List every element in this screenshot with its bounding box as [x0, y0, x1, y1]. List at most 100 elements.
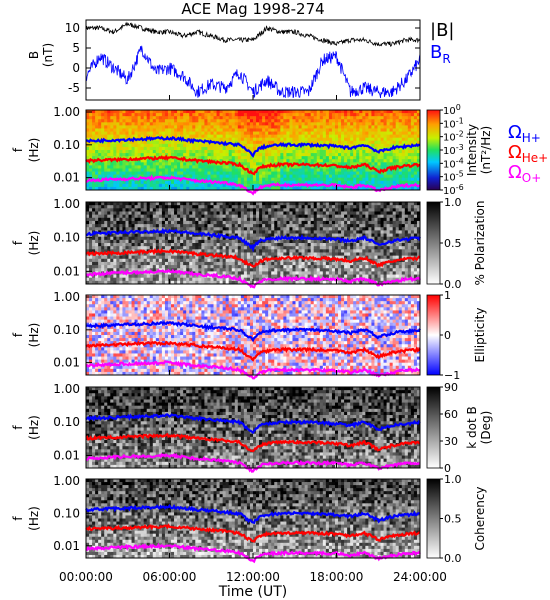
- legend-subscript: R: [442, 52, 450, 66]
- y-tick-label: 1.00: [53, 197, 80, 211]
- y-tick-label: 0.10: [53, 506, 80, 520]
- y-tick-label: 1.00: [53, 105, 80, 119]
- colorbar-tick-exponent: 0: [456, 103, 461, 112]
- colorbar-tick-label: 100: [443, 103, 461, 117]
- y-axis-label: (Hz): [27, 323, 41, 348]
- gyrofrequency-line-o-plus: [85, 360, 421, 380]
- colorbar-tick-label: 10-3: [443, 143, 464, 157]
- y-tick-label: 0.01: [53, 171, 80, 185]
- gyrofrequency-line-h-plus: [85, 135, 421, 158]
- legend-b-r: BR: [430, 42, 451, 66]
- gyrofrequency-line-he-plus: [85, 247, 421, 268]
- y-axis-label: f: [11, 516, 25, 521]
- panel-k-dot-b: 1.00 0.10 0.01 f (Hz) 90 60 30 0 k dot B (Deg): [11, 381, 493, 475]
- spectrogram-cells: [86, 387, 421, 469]
- gyrofrequency-line-o-plus: [86, 268, 421, 289]
- y-axis-label: (Hz): [27, 415, 41, 440]
- series-line-b-r: [85, 45, 421, 99]
- y-tick-label: 5: [72, 41, 80, 55]
- y-tick-label: 1.00: [53, 474, 80, 488]
- gyrofrequency-line-h-plus: [85, 320, 421, 343]
- y-axis-label: B: [27, 51, 41, 59]
- colorbar-label: (Deg): [479, 411, 493, 445]
- panel-coherency: 1.00 0.10 0.01 f (Hz) 1.0 0.5 0.0 Coherency: [11, 473, 487, 565]
- x-tick-label: 24:00:00: [393, 570, 447, 584]
- gyrofrequency-line-o-plus: [85, 452, 421, 473]
- colorbar-tick-exponent: -6: [456, 183, 464, 192]
- y-tick-label: 0.10: [53, 415, 80, 429]
- y-tick-label: 0.10: [53, 323, 80, 337]
- colorbar-tick-label: 0.5: [444, 237, 462, 250]
- y-tick-label: 0.01: [53, 264, 80, 278]
- y-axis-label: f: [11, 147, 25, 152]
- colorbar: [426, 294, 441, 376]
- colorbar-tick-label: 1.0: [444, 473, 462, 486]
- colorbar-tick-label: 10-2: [443, 130, 464, 144]
- colorbar: [426, 109, 441, 191]
- colorbar-tick-exponent: -5: [456, 170, 464, 179]
- y-tick-label: -5: [68, 81, 80, 95]
- y-axis-label: (nT): [41, 43, 55, 67]
- gyrofrequency-line-he-plus: [85, 523, 421, 543]
- panel-ellipticity: 1.00 0.10 0.01 f (Hz) 1 0 −1 Ellipticity: [11, 289, 487, 382]
- colorbar-label: Ellipticity: [473, 308, 487, 363]
- colorbar-tick-label: 10-1: [443, 116, 464, 130]
- colorbar-tick-label: 10-5: [443, 170, 464, 184]
- panel-polarization: 1.00 0.10 0.01 f (Hz) 1.0 0.5 0.0 % Polarization: [11, 196, 487, 291]
- y-axis-label: f: [11, 425, 25, 430]
- legend-b-total: |B|: [430, 20, 454, 41]
- y-axis-label: (Hz): [27, 506, 41, 531]
- colorbar-label: % Polarization: [473, 201, 487, 286]
- time-axis: 00:00:00 06:00:00 12:00:00 18:00:00 24:00:00: [59, 570, 447, 584]
- gyrofrequency-line-o-plus: [86, 542, 421, 564]
- y-tick-label: 0.01: [53, 539, 80, 553]
- y-tick-label: 0.01: [53, 448, 80, 462]
- y-axis-label: (Hz): [27, 138, 41, 163]
- colorbar-tick-label: 30: [444, 435, 458, 448]
- y-tick-label: 0.10: [53, 231, 80, 245]
- gyrofrequency-line-h-plus: [86, 227, 421, 253]
- colorbar-tick-label: 60: [444, 408, 458, 421]
- colorbar-label: (nT²/Hz): [479, 126, 493, 174]
- y-tick-label: 10: [65, 21, 80, 35]
- colorbar-tick-label: 1.0: [444, 196, 462, 209]
- time-axis-label: Time (UT): [218, 584, 287, 600]
- y-tick-label: 0: [72, 61, 80, 75]
- x-tick-label: 06:00:00: [143, 570, 197, 584]
- gyrofrequency-line-h-plus: [85, 413, 421, 435]
- y-tick-label: 0.01: [53, 356, 80, 370]
- colorbar-tick-exponent: -4: [456, 156, 464, 165]
- colorbar: [426, 478, 441, 559]
- series-line-b-total: [85, 21, 421, 47]
- y-axis-label: (Hz): [27, 231, 41, 256]
- colorbar-tick-label: 90: [444, 381, 458, 394]
- y-tick-label: 1.00: [53, 382, 80, 396]
- panel-intensity: 1.00 0.10 0.01 f (Hz) 10010-110-210-310-410-5…: [11, 103, 548, 197]
- gyrofrequency-line-he-plus: [85, 432, 421, 453]
- y-axis-label: f: [11, 240, 25, 245]
- colorbar-tick-label: 10-6: [443, 183, 464, 197]
- y-tick-label: 1.00: [53, 290, 80, 304]
- colorbar-label: k dot B: [465, 406, 479, 448]
- colorbar-tick-label: 10-4: [443, 156, 464, 170]
- gyrofrequency-line-o-plus: [85, 174, 421, 196]
- legend-omega-o-plus: ΩO+: [508, 162, 541, 185]
- colorbar-label: Intensity: [465, 124, 479, 176]
- y-axis-label: f: [11, 332, 25, 337]
- colorbar-tick-label: 0: [444, 329, 451, 342]
- colorbar-tick-label: 0.0: [444, 278, 462, 291]
- gyrofrequency-line-he-plus: [85, 154, 421, 176]
- legend-subscript: He+: [522, 151, 548, 165]
- gyrofrequency-line-h-plus: [85, 504, 421, 525]
- colorbar-tick-label: 1: [444, 289, 451, 302]
- spectrogram-cells: [86, 110, 421, 191]
- legend-subscript: O+: [522, 171, 542, 185]
- colorbar: [426, 386, 441, 469]
- colorbar: [426, 201, 441, 285]
- colorbar-tick-label: 0.5: [444, 513, 462, 526]
- y-tick-label: 0.10: [53, 138, 80, 152]
- x-tick-label: 18:00:00: [310, 570, 364, 584]
- colorbar-tick-label: 0: [444, 462, 451, 475]
- colorbar-tick-label: 0.0: [444, 552, 462, 565]
